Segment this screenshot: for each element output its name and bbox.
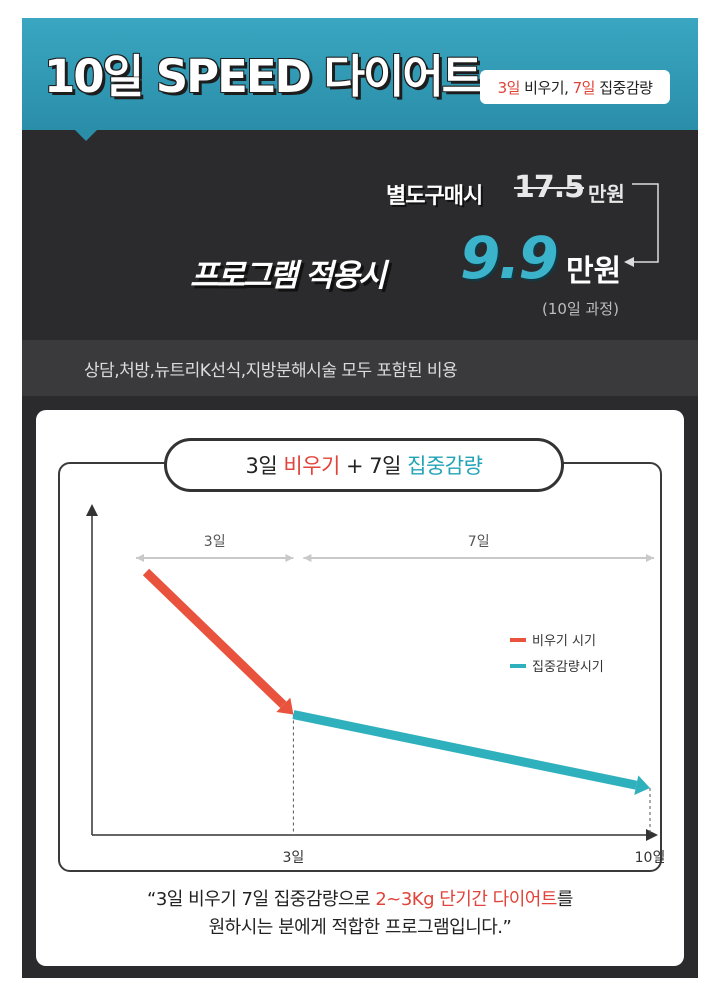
program-price-label: 프로그램 적용시 xyxy=(190,258,386,294)
quote-line-2: 원하시는 분에게 적합한 프로그램입니다.” xyxy=(208,917,512,938)
badge-part-1: 3일 xyxy=(497,78,521,97)
course-length: (10일 과정) xyxy=(542,300,619,318)
quote-text-a: “3일 비우기 7일 집중감량으로 xyxy=(147,889,376,910)
legend-label-1: 비우기 시기 xyxy=(532,634,596,649)
promo-poster: 10일 SPEED 다이어트 3일 비우기, 7일 집중감량 별도구매시 17.… xyxy=(22,18,698,978)
chart-title-c: + 7일 xyxy=(339,454,408,478)
price-notice: 상담,처방,뉴트리K선식,지방분해시술 모두 포함된 비용 xyxy=(22,340,698,396)
badge-part-2: 비우기, xyxy=(519,78,573,97)
badge-part-3: 7일 xyxy=(572,78,596,97)
regular-price-label: 별도구매시 xyxy=(386,184,483,209)
program-badge: 3일 비우기, 7일 집중감량 xyxy=(480,70,670,104)
header-notch xyxy=(74,129,98,141)
quote-highlight: 2~3Kg 단기간 다이어트 xyxy=(375,889,557,910)
price-connector-arrow xyxy=(624,183,659,267)
legend-label-2: 집중감량시기 xyxy=(532,660,604,675)
header-banner: 10일 SPEED 다이어트 3일 비우기, 7일 집중감량 xyxy=(22,18,698,130)
program-quote: “3일 비우기 7일 집중감량으로 2~3Kg 단기간 다이어트를 원하시는 분… xyxy=(36,886,684,942)
x-tick-label-2: 10일 xyxy=(635,850,666,866)
chart-title-d: 집중감량 xyxy=(407,454,483,478)
x-tick-label-1: 3일 xyxy=(283,850,305,866)
program-price-unit: 만원 xyxy=(566,254,622,289)
series-1-arrow xyxy=(142,568,294,715)
quote-text-c: 를 xyxy=(556,889,574,910)
chart-title-pill: 3일 비우기 + 7일 집중감량 xyxy=(164,438,564,492)
phase-span-1: 3일 xyxy=(136,534,294,562)
chart-title-b: 비우기 xyxy=(283,454,340,478)
legend-item-2: 집중감량시기 xyxy=(510,660,604,675)
regular-price-unit: 만원 xyxy=(588,182,625,206)
quote-line-1: “3일 비우기 7일 집중감량으로 2~3Kg 단기간 다이어트를 xyxy=(36,886,684,914)
chart-title-a: 3일 xyxy=(245,454,284,478)
badge-part-4: 집중감량 xyxy=(594,78,653,97)
regular-price-value: 17.5 xyxy=(514,170,585,205)
phase-label-2: 7일 xyxy=(468,534,490,550)
phase-span-2: 7일 xyxy=(303,534,654,562)
series-2-arrow xyxy=(292,710,650,795)
program-price-value: 9.9 xyxy=(460,224,559,292)
legend-item-1: 비우기 시기 xyxy=(510,634,596,649)
phase-label-1: 3일 xyxy=(204,534,226,550)
page-title: 10일 SPEED 다이어트 xyxy=(44,50,483,103)
